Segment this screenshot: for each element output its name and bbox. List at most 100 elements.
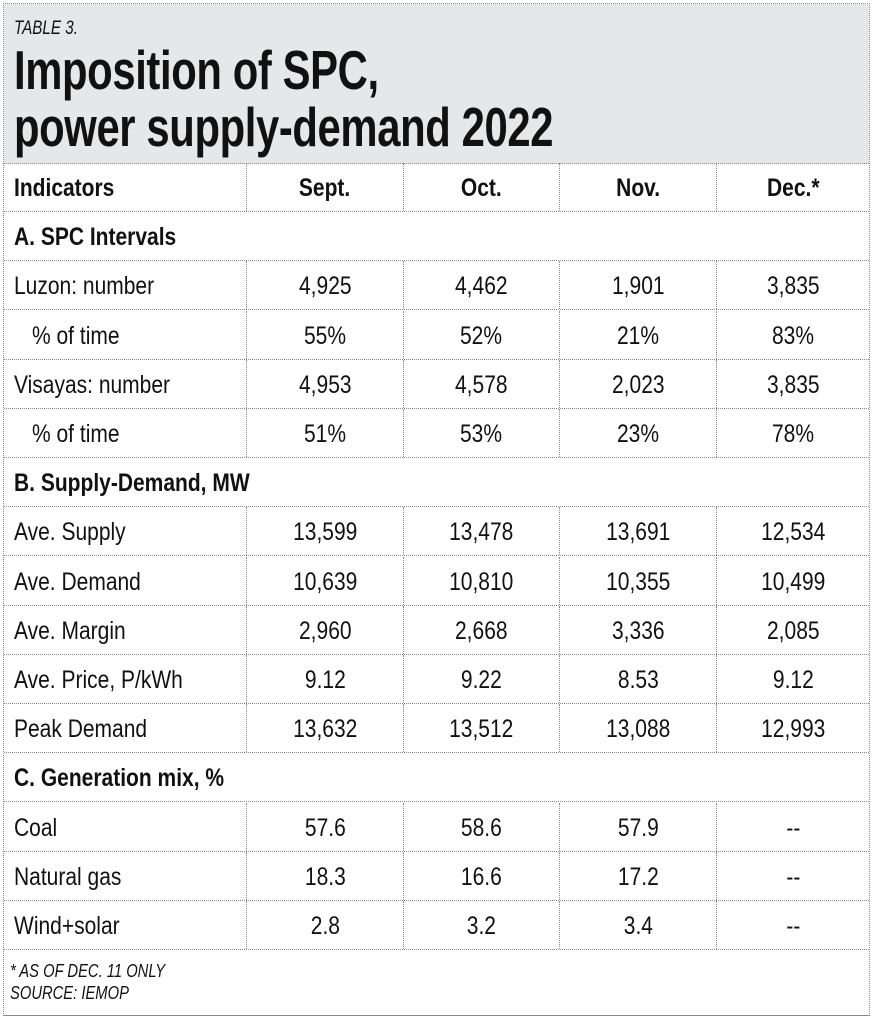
data-cell: 58.6 <box>403 802 559 851</box>
data-cell-text: 2,960 <box>298 616 352 645</box>
data-cell-text: 55% <box>303 321 347 350</box>
data-cell: -- <box>716 851 869 900</box>
data-cell-text: 4,578 <box>455 370 508 399</box>
row-label: % of time <box>4 409 246 457</box>
section-row: A. SPC Intervals <box>4 212 869 262</box>
column-header-text: Sept. <box>299 174 351 202</box>
data-cell-text: 9.12 <box>304 666 346 694</box>
footnote: * AS OF DEC. 11 ONLY <box>10 961 166 981</box>
data-cell-text: 17.2 <box>617 862 659 891</box>
data-cell-text: 13,478 <box>449 518 514 547</box>
row-label-text: Luzon: number <box>14 272 155 301</box>
data-cell: 23% <box>559 409 716 457</box>
data-cell-text: 3,336 <box>611 616 665 645</box>
data-cell: 13,478 <box>403 507 559 556</box>
data-cell-text: 83% <box>771 321 815 350</box>
data-cell: 10,499 <box>716 556 869 605</box>
data-cell-text: 10,355 <box>605 567 671 596</box>
data-cell: 13,512 <box>403 704 559 753</box>
table-row: Ave. Margin 2,960 2,668 3,336 2,085 <box>4 605 869 655</box>
footnotes: * AS OF DEC. 11 ONLY SOURCE: IEMOP <box>10 960 165 1004</box>
row-label: Coal <box>4 803 246 851</box>
data-cell: 2,960 <box>246 605 403 654</box>
data-cell-text: 13,599 <box>292 518 358 547</box>
column-header: Nov. <box>559 163 716 211</box>
data-cell: 9.12 <box>716 655 869 703</box>
data-cell-text: 10,639 <box>292 567 358 596</box>
data-cell-text: 10,499 <box>760 567 826 596</box>
data-cell: 1,901 <box>559 261 716 310</box>
title-block: TABLE 3. Imposition of SPC, power supply… <box>4 4 869 164</box>
table-row: Peak Demand 13,632 13,512 13,088 12,993 <box>4 704 869 754</box>
table-label: TABLE 3. <box>14 18 78 39</box>
data-cell: 2,668 <box>403 605 559 654</box>
table-row: Visayas: number 4,953 4,578 2,023 3,835 <box>4 359 869 409</box>
row-label-text: Ave. Supply <box>14 518 126 547</box>
data-cell: 12,534 <box>716 507 869 556</box>
title-line-1: Imposition of SPC, <box>14 39 379 101</box>
data-cell-text: 16.6 <box>461 862 502 891</box>
data-cell-text: 3.4 <box>623 912 653 940</box>
data-cell: 16.6 <box>403 851 559 900</box>
data-cell-text: 4,953 <box>298 370 352 399</box>
data-cell-text: 1,901 <box>611 272 665 301</box>
data-cell: 4,462 <box>403 261 559 310</box>
row-label: Peak Demand <box>4 704 246 752</box>
table-row: Luzon: number 4,925 4,462 1,901 3,835 <box>4 261 869 311</box>
data-cell: 2,085 <box>716 605 869 654</box>
row-label-text: % of time <box>32 321 120 350</box>
row-label-text: Ave. Demand <box>14 567 141 596</box>
data-cell: 17.2 <box>559 851 716 900</box>
table-row: Ave. Demand 10,639 10,810 10,355 10,499 <box>4 556 869 606</box>
row-label: % of time <box>4 311 246 359</box>
data-cell: 55% <box>246 310 403 359</box>
data-cell: 3.2 <box>403 901 559 949</box>
row-label-text: Visayas: number <box>14 370 171 399</box>
data-cell-text: 57.6 <box>304 813 346 842</box>
data-cell: 83% <box>716 310 869 359</box>
column-header-text: Nov. <box>616 174 660 202</box>
row-label-text: Ave. Margin <box>14 616 126 645</box>
row-label: Natural gas <box>4 852 246 900</box>
data-cell: -- <box>716 901 869 949</box>
table-row: % of time 51% 53% 23% 78% <box>4 409 869 458</box>
column-header-text: Indicators <box>14 174 115 202</box>
header-row: Indicators Sept. Oct. Nov. Dec.* <box>4 163 869 212</box>
data-cell: 52% <box>403 310 559 359</box>
column-header: Sept. <box>246 163 403 211</box>
data-cell-text: 12,993 <box>760 715 826 744</box>
data-cell: 10,810 <box>403 556 559 605</box>
data-cell-text: 52% <box>460 321 503 350</box>
source-note: SOURCE: IEMOP <box>10 983 129 1003</box>
data-cell-text: 23% <box>616 420 660 448</box>
bottom-divider <box>4 1015 869 1016</box>
data-cell-text: 2,668 <box>455 616 508 645</box>
data-cell-text: 13,632 <box>292 715 358 744</box>
data-cell: 13,599 <box>246 507 403 556</box>
data-cell: 13,632 <box>246 704 403 753</box>
data-cell: 12,993 <box>716 704 869 753</box>
data-cell: 10,639 <box>246 556 403 605</box>
data-cell: 3,336 <box>559 605 716 654</box>
data-cell: 18.3 <box>246 851 403 900</box>
table-row: Wind+solar 2.8 3.2 3.4 -- <box>4 901 869 950</box>
data-cell: 13,088 <box>559 704 716 753</box>
column-header-text: Oct. <box>461 174 502 202</box>
section-heading: C. Generation mix, % <box>14 764 225 793</box>
data-cell-text: -- <box>786 813 800 842</box>
table-row: Ave. Price, P/kWh 9.12 9.22 8.53 9.12 <box>4 655 869 704</box>
data-cell-text: 58.6 <box>461 813 502 842</box>
data-cell-text: 2,023 <box>611 370 665 399</box>
data-cell-text: 2.8 <box>310 912 340 940</box>
data-cell-text: 9.22 <box>461 666 502 694</box>
data-cell-text: -- <box>786 862 800 891</box>
data-cell-text: 13,512 <box>449 715 514 744</box>
data-cell-text: 13,088 <box>605 715 671 744</box>
data-cell: 8.53 <box>559 655 716 703</box>
data-cell: 57.6 <box>246 802 403 851</box>
data-cell: 21% <box>559 310 716 359</box>
section-heading: A. SPC Intervals <box>14 223 177 252</box>
data-cell-text: 4,925 <box>298 272 352 301</box>
row-label: Wind+solar <box>4 901 246 949</box>
data-cell: 10,355 <box>559 556 716 605</box>
